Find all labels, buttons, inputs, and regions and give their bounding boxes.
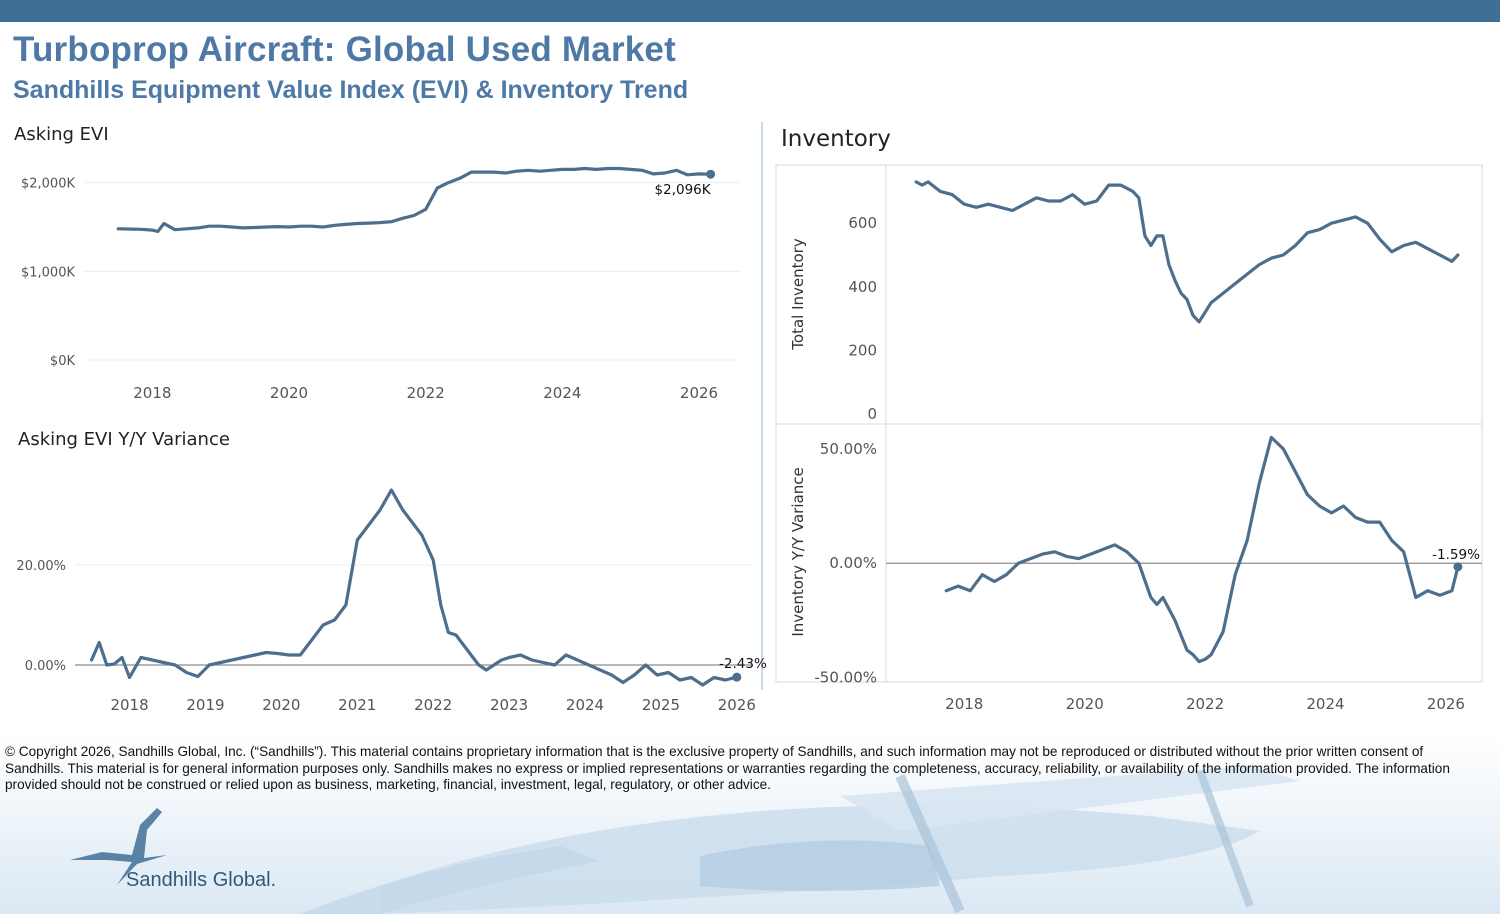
x-tick-label: 2024 xyxy=(566,696,604,714)
evi-title: Asking EVI xyxy=(14,124,109,145)
series-line xyxy=(90,488,739,687)
x-tick-label: 2024 xyxy=(1306,695,1344,713)
x-tick-label: 2026 xyxy=(1427,695,1465,713)
y-tick-label: 20.00% xyxy=(16,559,66,574)
footer-airplane-image xyxy=(0,736,1500,914)
brand-name: Sandhills Global. xyxy=(126,869,277,891)
end-point-marker xyxy=(732,672,742,682)
inventory-title: Inventory xyxy=(781,126,891,152)
x-tick-label: 2024 xyxy=(543,384,581,402)
evi-yoy-title: Asking EVI Y/Y Variance xyxy=(18,429,230,450)
chart-evi: Asking EVI $0K $1,000K $2,000K 2018 2020 2022… xyxy=(14,124,740,402)
inventory-frame xyxy=(775,164,1483,425)
header-bar xyxy=(0,0,1500,22)
x-tick-label: 2026 xyxy=(680,384,718,402)
x-tick-label: 2018 xyxy=(133,384,171,402)
x-tick-label: 2020 xyxy=(270,384,308,402)
chart-inventory: Inventory Total Inventory 0 200 400 600 xyxy=(781,126,1460,423)
series-line xyxy=(944,435,1460,664)
y-tick-label: $2,000K xyxy=(21,177,75,192)
x-tick-label: 2023 xyxy=(490,696,528,714)
y-tick-label: 600 xyxy=(848,214,877,232)
x-tick-label: 2020 xyxy=(1066,695,1104,713)
series-line xyxy=(914,180,1460,324)
y-tick-label: $0K xyxy=(50,354,76,369)
y-tick-label: 50.00% xyxy=(820,440,877,458)
chart-inventory-yoy: Inventory Y/Y Variance -50.00% 0.00% 50.00… xyxy=(789,435,1482,713)
inventory-yoy-frame xyxy=(775,423,1483,683)
x-tick-label: 2021 xyxy=(338,696,376,714)
y-tick-label: 0 xyxy=(867,405,877,423)
x-tick-label: 2022 xyxy=(414,696,452,714)
end-value-label: -2.43% xyxy=(719,656,767,672)
x-tick-label: 2026 xyxy=(718,696,756,714)
y-tick-label: 0.00% xyxy=(25,659,66,674)
x-tick-label: 2018 xyxy=(945,695,983,713)
page-title: Turboprop Aircraft: Global Used Market xyxy=(13,30,676,69)
y-tick-label: 400 xyxy=(848,278,877,296)
inventory-ylabel: Total Inventory xyxy=(789,238,807,351)
y-tick-label: $1,000K xyxy=(21,265,75,280)
series-line xyxy=(116,166,713,234)
end-value-label: -1.59% xyxy=(1432,547,1480,563)
copyright-disclaimer: © Copyright 2026, Sandhills Global, Inc.… xyxy=(5,744,1450,792)
end-point-marker xyxy=(1453,562,1463,572)
x-tick-label: 2022 xyxy=(1186,695,1224,713)
y-tick-label: 200 xyxy=(848,341,877,359)
y-tick-label: -50.00% xyxy=(814,669,877,687)
x-tick-label: 2019 xyxy=(186,696,224,714)
x-tick-label: 2022 xyxy=(407,384,445,402)
end-value-label: $2,096K xyxy=(655,182,712,198)
x-tick-label: 2018 xyxy=(110,696,148,714)
end-point-marker xyxy=(706,169,716,179)
page-subtitle: Sandhills Equipment Value Index (EVI) & … xyxy=(13,76,689,104)
chart-evi-yoy: Asking EVI Y/Y Variance 0.00% 20.00% 2018 2… xyxy=(16,429,767,714)
x-tick-label: 2025 xyxy=(642,696,680,714)
y-tick-label: 0.00% xyxy=(829,554,877,572)
inventory-yoy-ylabel: Inventory Y/Y Variance xyxy=(789,467,807,636)
x-tick-label: 2020 xyxy=(262,696,300,714)
sandhills-crane-logo xyxy=(70,808,167,885)
